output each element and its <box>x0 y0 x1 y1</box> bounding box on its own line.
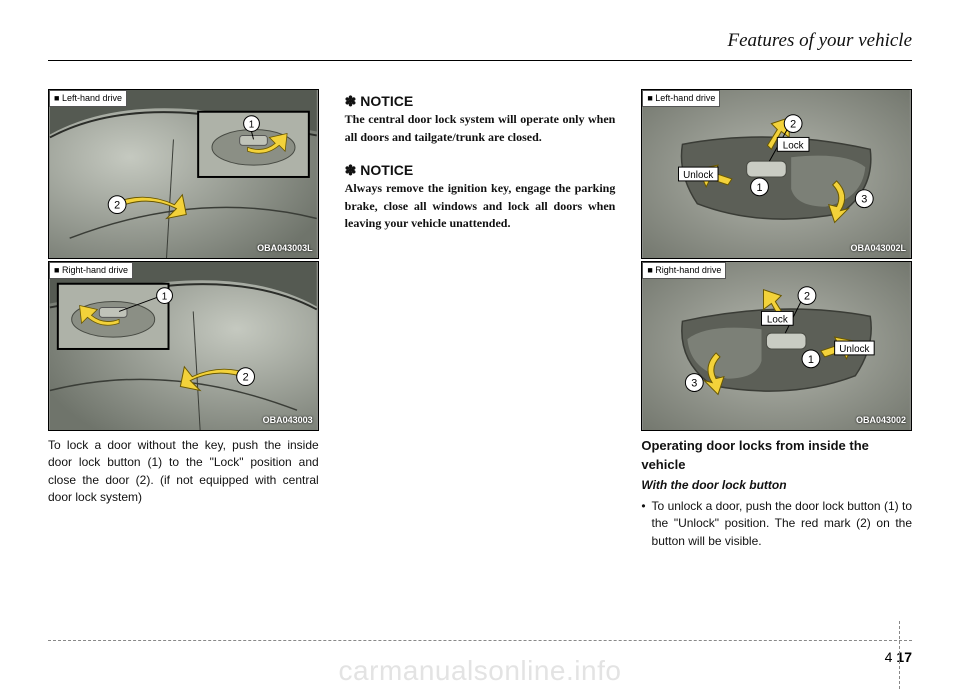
svg-text:1: 1 <box>162 292 168 303</box>
figure-code: OBA043002 <box>856 414 906 427</box>
subheading: Operating door locks from inside the veh… <box>641 437 912 475</box>
svg-text:Lock: Lock <box>783 140 804 151</box>
svg-text:1: 1 <box>757 182 763 194</box>
notice-heading: ✽ NOTICE <box>345 91 616 111</box>
figure-caption: ■ Right-hand drive <box>642 262 726 279</box>
column-3: ■ Left-hand drive <box>641 89 912 550</box>
footer-rule <box>48 640 912 641</box>
page-number: 417 <box>885 649 912 665</box>
svg-text:3: 3 <box>692 378 698 390</box>
bullet-text: To unlock a door, push the door lock but… <box>652 498 912 550</box>
column-2: ✽ NOTICE The central door lock system wi… <box>345 89 616 550</box>
svg-text:3: 3 <box>862 194 868 206</box>
bullet-item: • To unlock a door, push the door lock b… <box>641 498 912 550</box>
figure-code: OBA043003 <box>263 414 313 427</box>
section-header: Features of your vehicle <box>48 30 912 61</box>
figure-caption: ■ Right-hand drive <box>49 262 133 279</box>
figure-caption: ■ Left-hand drive <box>642 90 720 107</box>
notice-text-1: The central door lock system will operat… <box>345 111 616 146</box>
svg-text:2: 2 <box>790 119 796 131</box>
figure-code: OBA043003L <box>257 242 313 255</box>
body-text: To lock a door without the key, push the… <box>48 437 319 507</box>
svg-text:Unlock: Unlock <box>684 170 714 181</box>
notice-heading: ✽ NOTICE <box>345 160 616 180</box>
sub-subheading: With the door lock button <box>641 477 912 494</box>
svg-text:1: 1 <box>808 354 814 366</box>
svg-text:Unlock: Unlock <box>840 344 870 355</box>
figure-left-drive-interior: ■ Left-hand drive <box>641 89 912 259</box>
figure-right-drive-exterior: ■ Right-hand drive <box>48 261 319 431</box>
notice-text-2: Always remove the ignition key, engage t… <box>345 180 616 232</box>
svg-text:2: 2 <box>114 200 120 212</box>
svg-text:2: 2 <box>243 372 249 384</box>
figure-right-drive-interior: ■ Right-hand drive <box>641 261 912 431</box>
figure-left-drive-exterior: ■ Left-hand drive <box>48 89 319 259</box>
figure-code: OBA043002L <box>850 242 906 255</box>
bullet-dot: • <box>641 498 645 550</box>
svg-text:1: 1 <box>249 120 255 131</box>
svg-text:Lock: Lock <box>767 314 788 325</box>
column-1: ■ Left-hand drive <box>48 89 319 550</box>
figure-caption: ■ Left-hand drive <box>49 90 127 107</box>
svg-text:2: 2 <box>804 291 810 303</box>
